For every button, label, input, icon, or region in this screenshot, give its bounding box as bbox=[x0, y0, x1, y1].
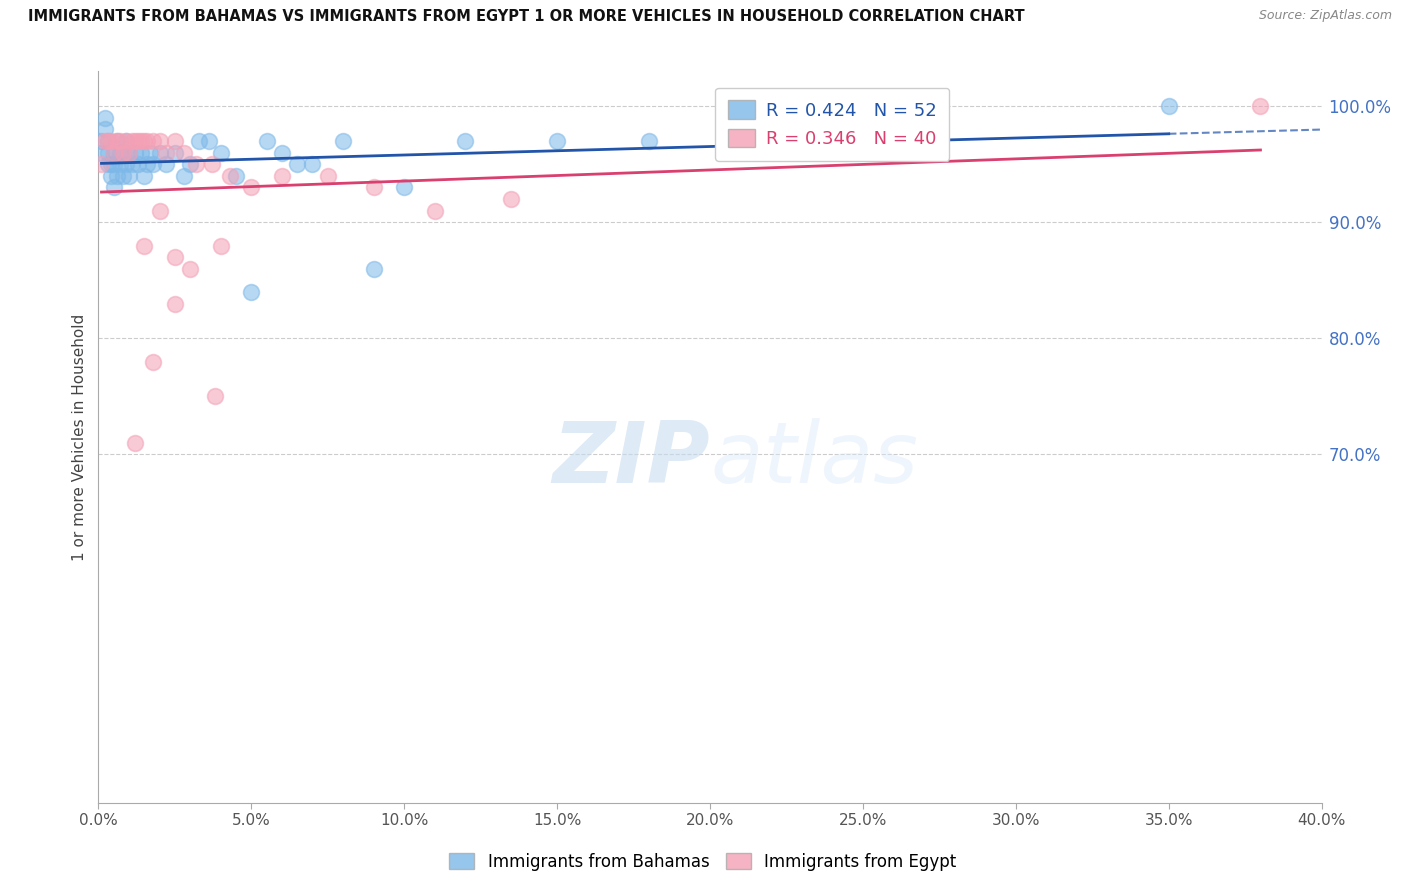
Point bbox=[188, 134, 211, 148]
Point bbox=[129, 134, 152, 148]
Point bbox=[111, 145, 134, 160]
Point bbox=[363, 261, 385, 276]
Text: IMMIGRANTS FROM BAHAMAS VS IMMIGRANTS FROM EGYPT 1 OR MORE VEHICLES IN HOUSEHOLD: IMMIGRANTS FROM BAHAMAS VS IMMIGRANTS FR… bbox=[28, 9, 1025, 24]
Point bbox=[142, 157, 165, 171]
Point bbox=[546, 134, 568, 148]
Point bbox=[163, 250, 186, 264]
Point bbox=[93, 134, 115, 148]
Point bbox=[100, 134, 122, 148]
Point bbox=[93, 122, 115, 136]
Point bbox=[270, 169, 292, 183]
Point bbox=[127, 157, 149, 171]
Point bbox=[90, 134, 112, 148]
Point bbox=[240, 180, 263, 194]
Point bbox=[209, 238, 232, 252]
Text: atlas: atlas bbox=[710, 417, 918, 500]
Point bbox=[100, 157, 122, 171]
Point bbox=[111, 145, 134, 160]
Point bbox=[173, 169, 195, 183]
Point bbox=[173, 145, 195, 160]
Point bbox=[115, 134, 138, 148]
Point bbox=[134, 169, 156, 183]
Point bbox=[142, 354, 165, 368]
Legend: Immigrants from Bahamas, Immigrants from Egypt: Immigrants from Bahamas, Immigrants from… bbox=[441, 845, 965, 880]
Point bbox=[121, 134, 143, 148]
Point bbox=[136, 157, 159, 171]
Point bbox=[316, 169, 339, 183]
Point bbox=[134, 238, 156, 252]
Point bbox=[115, 157, 138, 171]
Point bbox=[108, 157, 131, 171]
Point bbox=[285, 157, 308, 171]
Legend: R = 0.424   N = 52, R = 0.346   N = 40: R = 0.424 N = 52, R = 0.346 N = 40 bbox=[716, 87, 949, 161]
Point bbox=[225, 169, 247, 183]
Point bbox=[124, 145, 146, 160]
Point bbox=[115, 134, 138, 148]
Point bbox=[124, 134, 146, 148]
Point bbox=[270, 145, 292, 160]
Point bbox=[149, 134, 172, 148]
Point bbox=[103, 157, 125, 171]
Point bbox=[363, 180, 385, 194]
Point bbox=[200, 157, 222, 171]
Point bbox=[118, 145, 141, 160]
Point bbox=[105, 169, 128, 183]
Point bbox=[118, 169, 141, 183]
Point bbox=[134, 134, 156, 148]
Point bbox=[301, 157, 323, 171]
Point bbox=[1249, 99, 1271, 113]
Point bbox=[186, 157, 208, 171]
Point bbox=[111, 169, 134, 183]
Point bbox=[163, 134, 186, 148]
Point bbox=[105, 134, 128, 148]
Point bbox=[392, 180, 416, 194]
Point bbox=[103, 145, 125, 160]
Point bbox=[97, 157, 120, 171]
Point bbox=[142, 134, 165, 148]
Point bbox=[121, 157, 143, 171]
Point bbox=[108, 134, 131, 148]
Point bbox=[179, 261, 201, 276]
Point bbox=[108, 145, 131, 160]
Point bbox=[1157, 99, 1180, 113]
Point bbox=[149, 203, 172, 218]
Point bbox=[637, 134, 661, 148]
Point bbox=[118, 145, 141, 160]
Point bbox=[163, 296, 186, 310]
Point bbox=[501, 192, 523, 206]
Point bbox=[209, 145, 232, 160]
Point bbox=[124, 436, 146, 450]
Point bbox=[103, 180, 125, 194]
Point bbox=[454, 134, 477, 148]
Point bbox=[129, 145, 152, 160]
Point bbox=[197, 134, 219, 148]
Point bbox=[136, 134, 159, 148]
Point bbox=[155, 157, 177, 171]
Point bbox=[852, 122, 875, 136]
Point bbox=[90, 145, 112, 160]
Point bbox=[256, 134, 278, 148]
Point bbox=[97, 145, 120, 160]
Point bbox=[155, 145, 177, 160]
Point bbox=[105, 134, 128, 148]
Text: ZIP: ZIP bbox=[553, 417, 710, 500]
Point bbox=[219, 169, 242, 183]
Point bbox=[423, 203, 446, 218]
Point bbox=[100, 169, 122, 183]
Text: Source: ZipAtlas.com: Source: ZipAtlas.com bbox=[1258, 9, 1392, 22]
Point bbox=[149, 145, 172, 160]
Point bbox=[163, 145, 186, 160]
Y-axis label: 1 or more Vehicles in Household: 1 or more Vehicles in Household bbox=[72, 313, 87, 561]
Point bbox=[139, 145, 162, 160]
Point bbox=[179, 157, 201, 171]
Point bbox=[103, 145, 125, 160]
Point bbox=[204, 389, 226, 403]
Point bbox=[97, 134, 120, 148]
Point bbox=[332, 134, 354, 148]
Point bbox=[97, 134, 120, 148]
Point bbox=[127, 134, 149, 148]
Point bbox=[90, 157, 112, 171]
Point bbox=[93, 111, 115, 125]
Point bbox=[240, 285, 263, 299]
